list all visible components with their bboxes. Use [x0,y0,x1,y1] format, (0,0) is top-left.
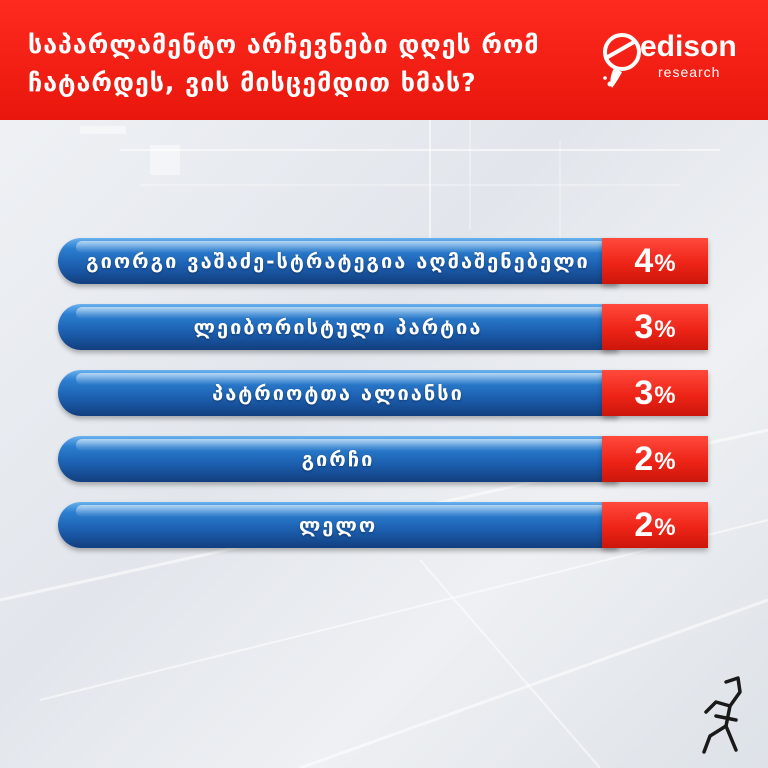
bar-value-box: 4% [602,238,708,284]
bar-value-box: 3% [602,370,708,416]
logo-wordmark: edison [640,30,737,63]
edison-rocket-logo-icon [603,33,641,88]
bar-row: ლეიბორისტული პარტია 3% [58,304,708,350]
bar-value-box: 2% [602,436,708,482]
percent-sign: % [654,382,676,409]
bar-category-label: გიორგი ვაშაძე-სტრატეგია აღმაშენებელი [86,249,590,273]
bar-row: გირჩი 2% [58,436,708,482]
bar [58,304,618,350]
bar [58,502,618,548]
bar-value-label: 4 [634,241,654,280]
edison-research-logo: edison research [596,28,756,92]
percent-sign: % [654,514,676,541]
bar-category-label: ლელო [298,513,378,537]
bar-value-label: 3 [634,373,654,412]
percent-sign: % [654,448,676,475]
percent-sign: % [654,316,676,343]
bar-value-box: 3% [602,304,708,350]
bar-category-label: გირჩი [301,447,375,471]
bar [58,436,618,482]
page-title: საპარლამენტო არჩევნები დღეს რომ ჩატარდეს… [28,30,540,97]
logo-subtitle: research [658,64,721,80]
bar-value-label: 3 [634,307,654,346]
bar-value-label: 2 [634,505,654,544]
bar-row: ლელო 2% [58,502,708,548]
bar [58,370,618,416]
bar-value-label: 2 [634,439,654,478]
running-figure-logo-icon [702,676,742,754]
bar [58,238,618,284]
bar-category-label: ლეიბორისტული პარტია [193,315,483,339]
bar-row: გიორგი ვაშაძე-სტრატეგია აღმაშენებელი 4% [58,238,708,284]
percent-sign: % [654,250,676,277]
bar-row: პატრიოტთა ალიანსი 3% [58,370,708,416]
bar-category-label: პატრიოტთა ალიანსი [212,381,464,405]
bar-value-box: 2% [602,502,708,548]
header-banner: საპარლამენტო არჩევნები დღეს რომ ჩატარდეს… [0,0,768,120]
